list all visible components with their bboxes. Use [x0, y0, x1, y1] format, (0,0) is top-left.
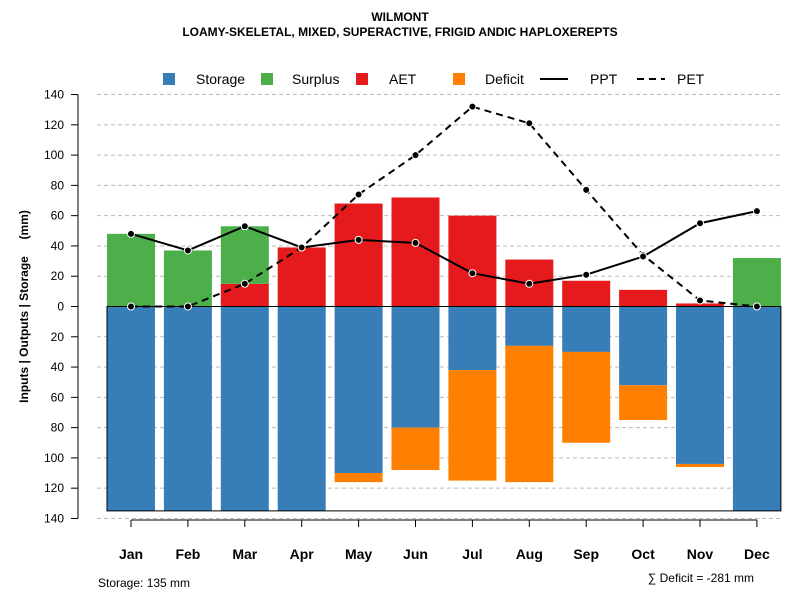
ppt-point — [127, 229, 135, 238]
surplus-bar — [163, 250, 212, 307]
ppt-point — [297, 243, 306, 252]
deficit-bar — [505, 345, 554, 483]
ppt-point — [696, 219, 704, 228]
storage-bar — [732, 306, 781, 511]
x-tick-label: Apr — [290, 546, 315, 562]
ppt-point — [183, 246, 192, 255]
ppt-point — [411, 238, 420, 247]
surplus-bar — [107, 233, 155, 307]
deficit-bar — [391, 427, 440, 471]
storage-bar — [448, 306, 497, 371]
storage-bar — [391, 306, 440, 428]
ppt-legend-label: PPT — [590, 71, 618, 87]
y-tick-label: 120 — [44, 118, 64, 132]
aet-legend-swatch — [356, 73, 368, 85]
pet-point — [183, 302, 192, 311]
y-tick-label: 40 — [51, 360, 65, 374]
pet-point — [411, 151, 420, 160]
x-tick-label: May — [345, 546, 372, 562]
aet-bar — [676, 303, 724, 307]
y-tick-label: 100 — [44, 451, 64, 465]
deficit-legend-label: Deficit — [485, 71, 524, 87]
ppt-point — [525, 279, 534, 288]
x-tick-label: Aug — [516, 546, 543, 562]
x-tick-label: Oct — [631, 546, 655, 562]
x-tick-label: Jul — [462, 546, 482, 562]
pet-point — [354, 190, 363, 199]
storage-legend-label: Storage — [196, 71, 245, 87]
ppt-point — [639, 252, 648, 261]
x-tick-label: Dec — [744, 546, 770, 562]
pet-point — [525, 119, 534, 128]
deficit-total-note: ∑ Deficit = -281 mm — [647, 571, 754, 585]
y-axis-label: Inputs | Outputs | Storage (mm) — [17, 210, 31, 403]
y-tick-label: 20 — [51, 330, 65, 344]
ppt-line — [130, 210, 758, 285]
x-tick-label: Sep — [573, 546, 599, 562]
pet-point — [240, 279, 249, 288]
storage-bar — [220, 306, 269, 511]
aet-bar — [448, 215, 497, 307]
ppt-point — [240, 222, 249, 231]
x-tick-label: Feb — [175, 546, 200, 562]
pet-line — [131, 105, 758, 308]
storage-bar — [277, 306, 326, 511]
storage-bar — [619, 306, 668, 386]
x-tick-label: Jun — [403, 546, 428, 562]
aet-bar — [562, 280, 611, 307]
chart-subtitle: LOAMY-SKELETAL, MIXED, SUPERACTIVE, FRIG… — [182, 25, 618, 39]
chart-title: WILMONT — [371, 10, 429, 24]
pet-point — [582, 185, 591, 194]
deficit-bar — [448, 370, 497, 481]
surplus-legend-label: Surplus — [292, 71, 339, 87]
storage-bar — [562, 306, 611, 352]
y-tick-label: 140 — [44, 511, 64, 525]
surplus-bar — [220, 226, 269, 284]
y-tick-label: 60 — [51, 209, 65, 223]
y-tick-label: 100 — [44, 148, 64, 162]
deficit-bar — [619, 385, 668, 421]
ppt-point — [468, 269, 477, 278]
pet-legend-label: PET — [677, 71, 705, 87]
y-tick-label: 20 — [51, 269, 65, 283]
surplus-legend-swatch — [261, 73, 273, 85]
storage-legend-swatch — [163, 73, 175, 85]
aet-bar — [277, 247, 326, 307]
y-tick-label: 140 — [44, 88, 64, 102]
storage-bar — [334, 306, 383, 474]
aet-bar — [619, 289, 668, 307]
x-tick-label: Mar — [232, 546, 257, 562]
storage-bar — [676, 306, 724, 464]
deficit-bar — [676, 463, 724, 467]
y-tick-label: 60 — [51, 390, 65, 404]
ppt-point — [752, 207, 761, 216]
pet-point — [752, 302, 761, 311]
y-tick-label: 40 — [51, 239, 65, 253]
storage-bar — [107, 306, 155, 511]
pet-point — [127, 302, 135, 311]
ppt-point — [582, 270, 591, 279]
storage-bar — [505, 306, 554, 346]
pet-point — [696, 296, 704, 305]
deficit-bar — [562, 351, 611, 443]
storage-bar — [163, 306, 212, 511]
aet-bar — [334, 203, 383, 307]
x-tick-label: Nov — [687, 546, 714, 562]
storage-capacity-note: Storage: 135 mm — [98, 576, 191, 590]
x-tick-label: Jan — [119, 546, 143, 562]
y-tick-label: 0 — [57, 300, 64, 314]
deficit-legend-swatch — [453, 73, 465, 85]
aet-bar — [220, 283, 269, 307]
ppt-point — [354, 235, 363, 244]
y-tick-label: 80 — [51, 421, 65, 435]
pet-point — [468, 102, 477, 111]
deficit-bar — [334, 473, 383, 483]
surplus-bar — [732, 258, 781, 307]
aet-legend-label: AET — [389, 71, 417, 87]
y-tick-label: 120 — [44, 481, 64, 495]
y-tick-label: 80 — [51, 178, 65, 192]
